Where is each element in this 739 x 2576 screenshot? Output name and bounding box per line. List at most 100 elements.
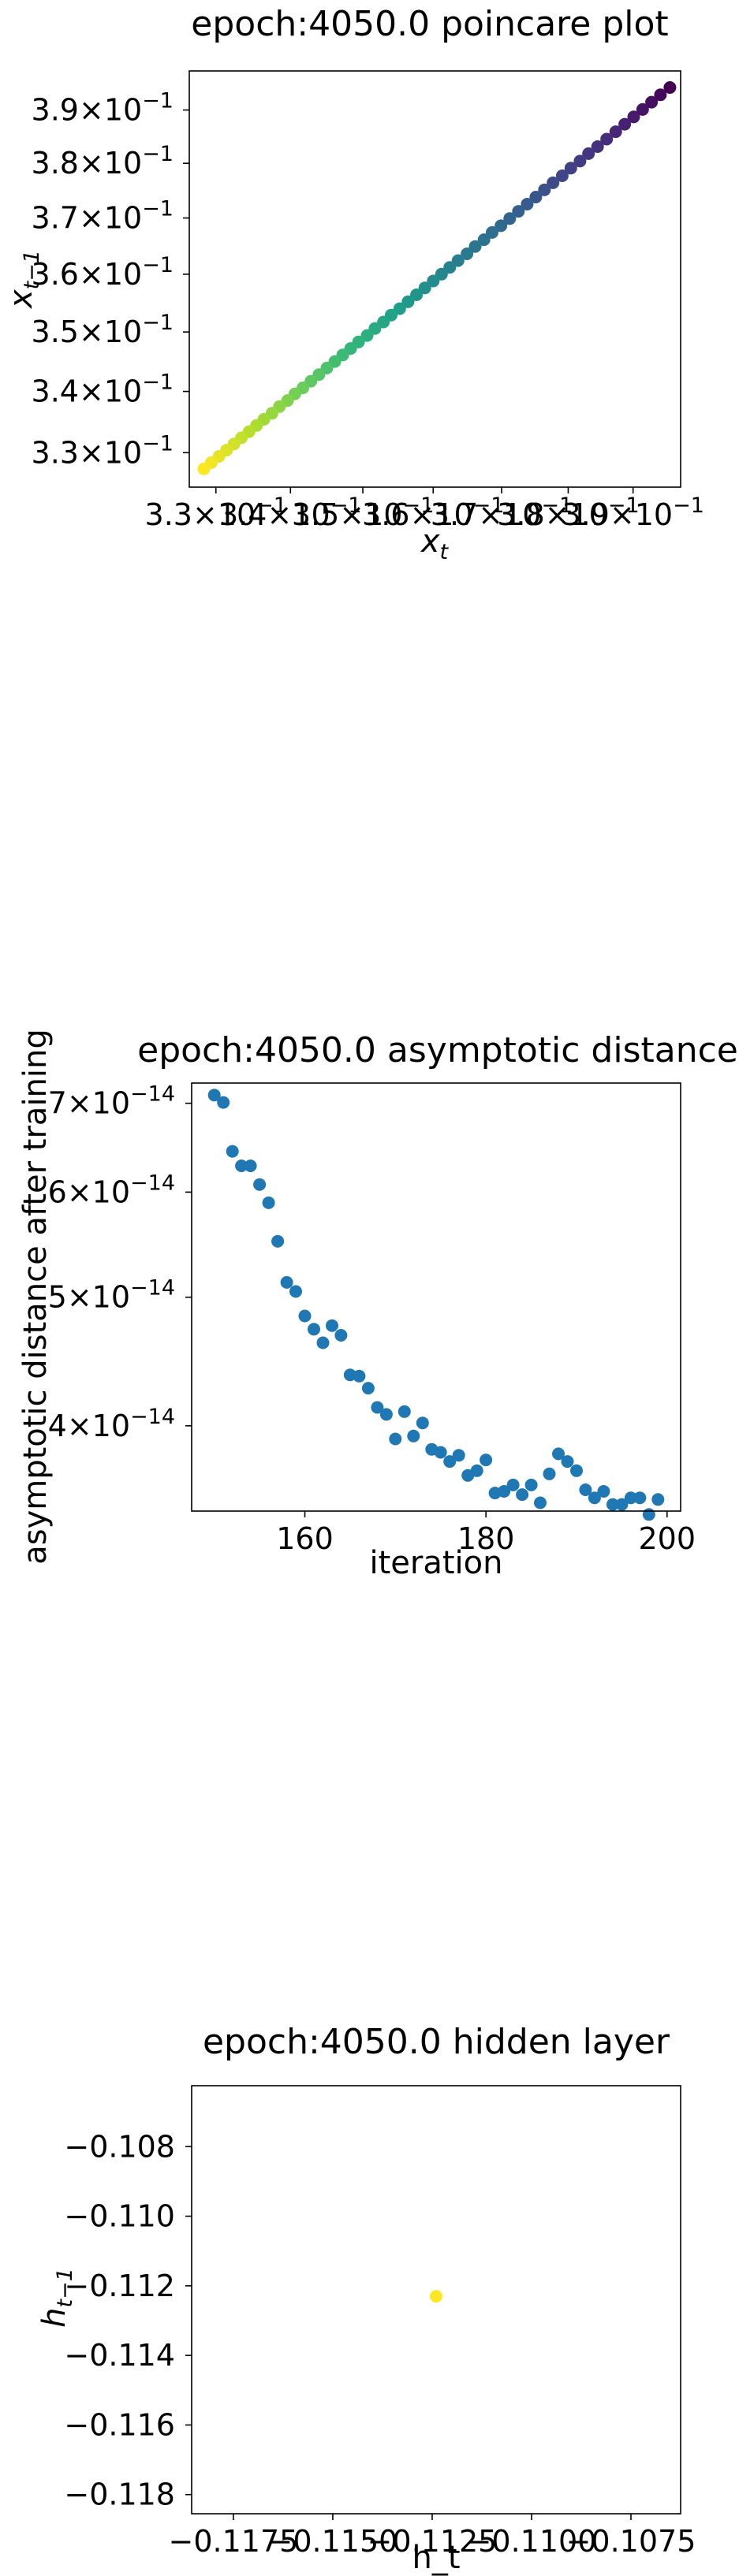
data-point [521, 198, 534, 210]
y-axis-label: xt−1 [3, 250, 44, 310]
x-tick-label: −0.1125 [368, 2524, 498, 2559]
data-point [636, 102, 649, 116]
data-point [197, 462, 211, 475]
y-tick-label: 7×10−14 [48, 1082, 175, 1121]
data-point [506, 1478, 520, 1491]
x-tick-label: −0.1150 [268, 2524, 398, 2559]
data-point [512, 205, 525, 218]
data-point [468, 240, 482, 253]
data-point [470, 1464, 483, 1477]
y-tick-label: 4×10−14 [48, 1405, 175, 1443]
y-axis-label: asymptotic distance after training [17, 1029, 54, 1565]
data-point [503, 212, 517, 225]
data-point [334, 1329, 348, 1342]
y-tick-label: 3.8×10−1 [32, 142, 174, 181]
y-tick-label: −0.112 [64, 2269, 175, 2303]
data-point [579, 1483, 592, 1496]
y-tick-label: 3.4×10−1 [32, 370, 174, 409]
x-tick-label: 3.5×10−1 [292, 493, 434, 532]
chart-title: epoch:4050.0 asymptotic distance [137, 1030, 738, 1070]
x-tick-label: −0.1100 [467, 2524, 597, 2559]
data-point [615, 1498, 629, 1511]
data-point [271, 1234, 285, 1248]
data-point [416, 1416, 429, 1430]
data-point [645, 95, 659, 109]
data-point [480, 1454, 493, 1467]
x-tick-label: −0.1075 [566, 2524, 696, 2559]
y-axis-label: ht−1 [36, 2268, 77, 2328]
data-point [434, 1446, 447, 1459]
data-point [573, 154, 587, 168]
data-point [582, 147, 595, 160]
x-tick-label: 3.8×10−1 [497, 493, 639, 532]
data-point [262, 1196, 275, 1209]
data-point [452, 1449, 465, 1462]
y-tick-label: 3.5×10−1 [32, 311, 174, 349]
data-point [651, 1493, 665, 1506]
plot-frame [188, 70, 681, 488]
x-tick-label: 160 [276, 1521, 334, 1556]
data-point [627, 110, 640, 124]
asymptotic-distance-chart: epoch:4050.0 asymptotic distance 160 180 2… [17, 1029, 738, 1581]
data-points [430, 2290, 442, 2303]
data-point [316, 1336, 330, 1349]
data-point [353, 1369, 366, 1383]
data-point [401, 295, 415, 308]
data-point [418, 281, 431, 295]
data-point [606, 1498, 619, 1511]
data-point [389, 1432, 402, 1446]
data-point [226, 1145, 239, 1158]
data-point [397, 1405, 411, 1418]
y-ticks: −0.108 −0.110 −0.112 −0.114 −0.116 −0.118 [64, 2129, 192, 2512]
data-point [516, 1488, 529, 1502]
hidden-layer-chart: epoch:4050.0 hidden layer −0.1175−0.1150… [36, 2022, 696, 2576]
data-point [609, 125, 622, 139]
poincare-chart: epoch:4050.0 poincare plot 3.3×10−13.4×1… [3, 4, 704, 564]
x-tick-label: 3.4×10−1 [219, 493, 361, 532]
y-tick-label: −0.116 [64, 2407, 175, 2442]
x-tick-label: −0.1175 [169, 2524, 299, 2559]
data-point [543, 1467, 556, 1480]
y-tick-label: −0.114 [64, 2338, 175, 2373]
x-axis-label: xt [420, 523, 450, 564]
y-tick-label: 6×10−14 [48, 1171, 175, 1209]
y-ticks: 4×10−14 5×10−14 6×10−14 7×10−14 [48, 1082, 192, 1443]
data-point [534, 1496, 547, 1509]
data-point [289, 1285, 302, 1298]
data-point [477, 233, 491, 247]
data-point [588, 1491, 601, 1505]
data-point [570, 1464, 583, 1477]
data-point [552, 1447, 565, 1461]
x-axis-label: h_t [412, 2540, 460, 2576]
data-point [407, 1429, 420, 1442]
x-tick-label: 200 [639, 1521, 696, 1556]
x-tick-label: 3.3×10−1 [145, 493, 287, 532]
data-point [538, 183, 551, 196]
data-points [207, 1089, 665, 1521]
chart-title: epoch:4050.0 poincare plot [191, 4, 668, 44]
data-point [461, 248, 474, 260]
data-point [280, 1275, 293, 1289]
data-point [379, 1408, 393, 1421]
data-point [654, 88, 667, 102]
data-point [410, 288, 424, 301]
x-tick-label: 3.9×10−1 [562, 493, 704, 532]
y-ticks: 3.3×10−1 3.4×10−1 3.5×10−1 3.6×10−1 3.7×10−1… [32, 89, 189, 470]
data-point [427, 274, 440, 288]
data-point [495, 219, 508, 233]
data-point [600, 132, 614, 146]
data-point [435, 267, 448, 281]
x-ticks: 160 180 200 [276, 1511, 696, 1556]
data-point [663, 81, 677, 94]
data-point [207, 1089, 221, 1102]
data-point [235, 1160, 248, 1172]
data-point [298, 1309, 312, 1323]
data-point [371, 1401, 384, 1414]
plot-frame [191, 2085, 681, 2515]
data-point [642, 1508, 655, 1521]
data-point [561, 1455, 574, 1469]
y-tick-label: 3.3×10−1 [32, 431, 174, 470]
data-points [197, 81, 677, 475]
data-point [498, 1485, 511, 1498]
x-tick-label: 180 [457, 1521, 515, 1556]
